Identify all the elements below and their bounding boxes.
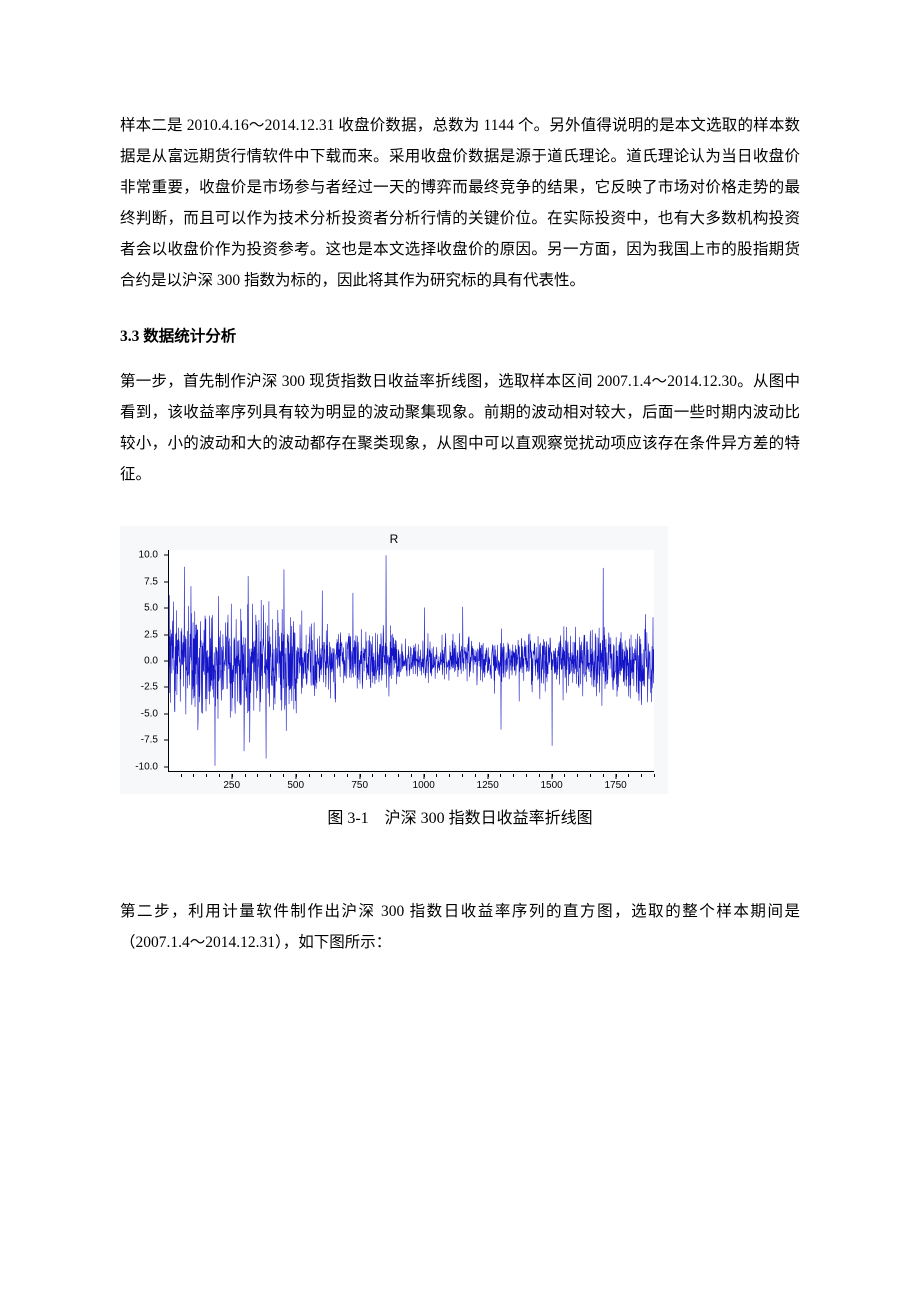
x-tick-mark [359,774,360,779]
y-tick-label: -2.5 [141,682,158,693]
x-tick-mark [423,774,424,779]
x-tick-mark [487,774,488,779]
y-tick-label: 5.0 [144,603,158,614]
x-tick-label: 500 [287,780,304,791]
y-tick-label: 2.5 [144,629,158,640]
y-tick-label: -7.5 [141,735,158,746]
x-tick-label: 1500 [541,780,563,791]
y-tick-label: -10.0 [135,761,158,772]
chart-panel: R -10.0 -7.5 -5.0 -2.5 0.0 2.5 5.0 7.5 10.0 250 5… [120,526,668,794]
section-heading-3-3: 3.3 数据统计分析 [120,324,800,346]
y-axis-ticks: -10.0 -7.5 -5.0 -2.5 0.0 2.5 5.0 7.5 10.0 [120,550,164,772]
y-tick-label: 10.0 [139,550,158,561]
series-path [169,555,654,765]
return-series-line [169,550,654,771]
x-tick-label: 750 [351,780,368,791]
chart-title: R [120,532,668,546]
x-tick-label: 1000 [413,780,435,791]
x-tick-label: 1750 [604,780,626,791]
x-axis-ticks: 250 500 750 1000 1250 1500 1750 [168,774,654,794]
plot-area [168,550,654,772]
x-tick-mark [615,774,616,779]
y-tick-label: -5.0 [141,708,158,719]
x-tick-label: 250 [223,780,240,791]
figure-3-1: R -10.0 -7.5 -5.0 -2.5 0.0 2.5 5.0 7.5 10.0 250 5… [120,526,800,828]
paragraph-step2: 第二步，利用计量软件制作出沪深 300 指数日收益率序列的直方图，选取的整个样本… [120,896,800,958]
x-tick-mark [295,774,296,779]
x-tick-mark [231,774,232,779]
paragraph-step1: 第一步，首先制作沪深 300 现货指数日收益率折线图，选取样本区间 2007.1… [120,366,800,490]
y-tick-label: 0.0 [144,656,158,667]
figure-caption: 图 3-1 沪深 300 指数日收益率折线图 [120,804,800,828]
x-tick-label: 1250 [477,780,499,791]
paragraph-sample-desc: 样本二是 2010.4.16～2014.12.31 收盘价数据，总数为 1144… [120,110,800,296]
y-tick-label: 7.5 [144,576,158,587]
x-tick-mark [551,774,552,779]
